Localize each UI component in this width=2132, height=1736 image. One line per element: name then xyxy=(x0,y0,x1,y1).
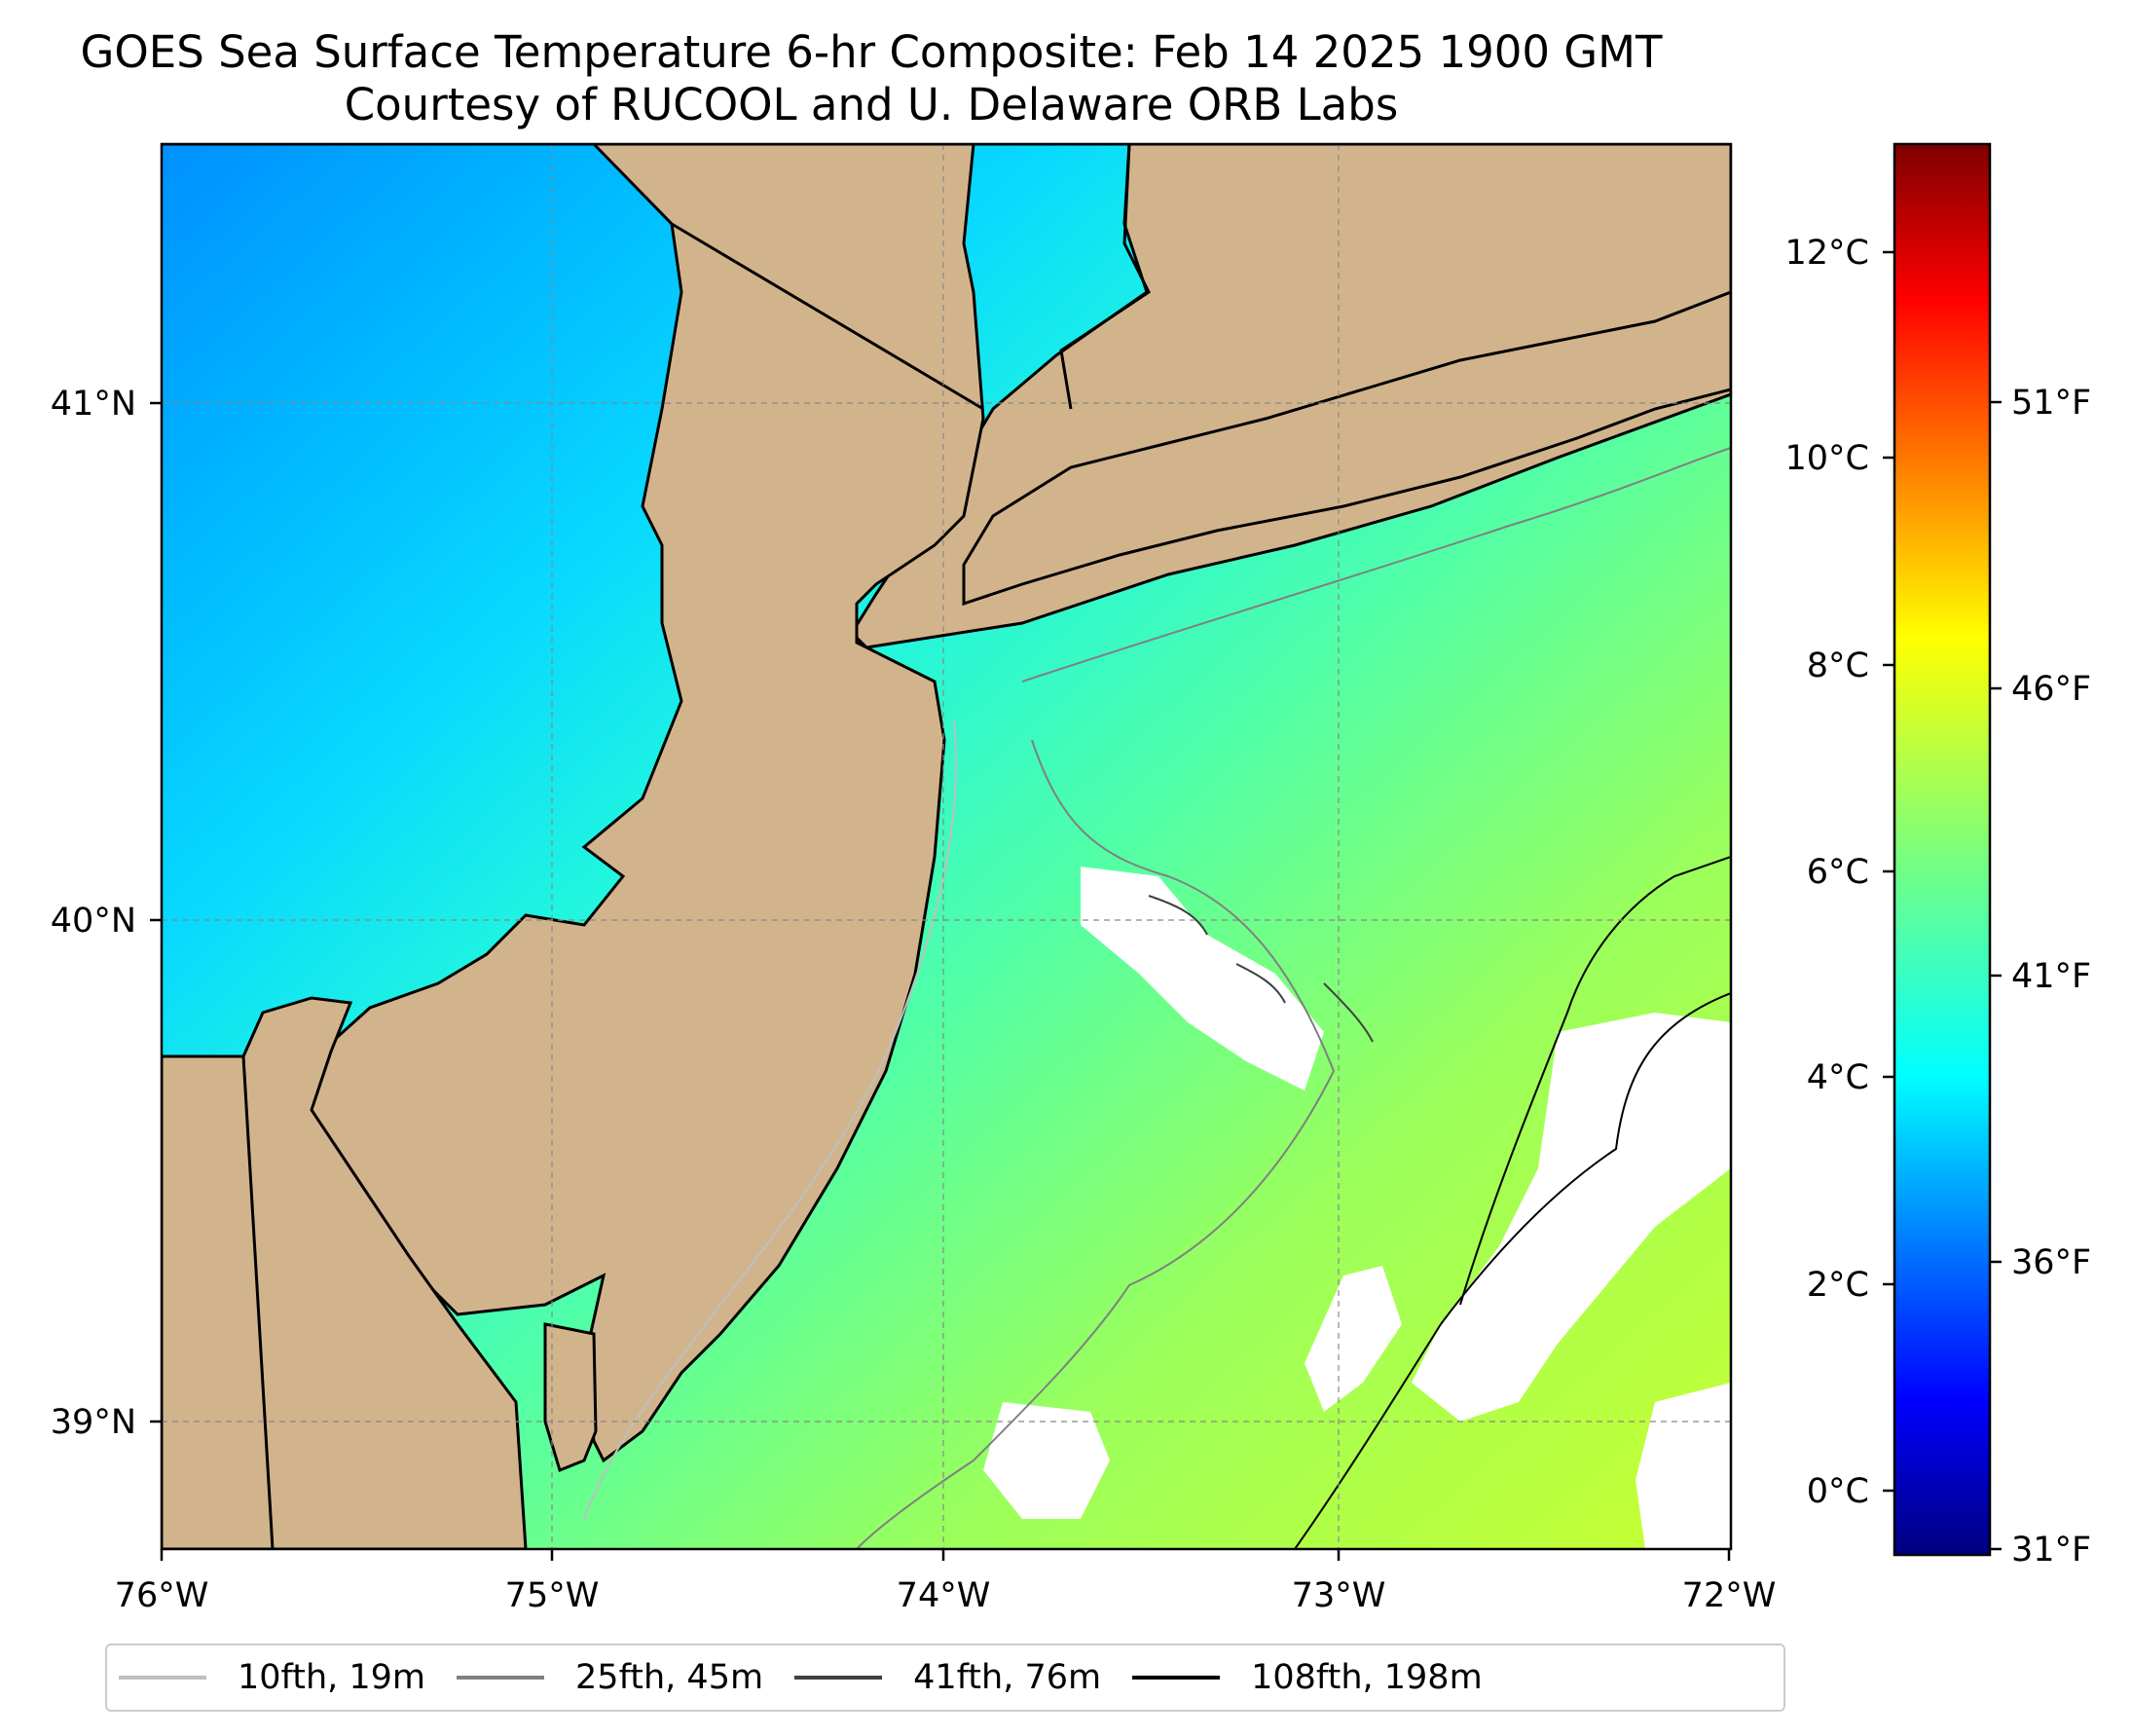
contour-25fth-north xyxy=(1021,447,1731,683)
legend-item: 10fth, 19m xyxy=(119,1658,425,1697)
grid-lines xyxy=(162,144,1731,1549)
colorbar-celsius-tick: 6°C xyxy=(1807,853,1869,892)
contour-108fth xyxy=(1294,992,1731,1549)
legend-swatch xyxy=(794,1676,883,1680)
map-frame xyxy=(160,142,1733,1551)
colorbar-celsius-tick: 0°C xyxy=(1807,1472,1869,1511)
legend-label: 10fth, 19m xyxy=(238,1658,426,1697)
legend-label: 108fth, 198m xyxy=(1251,1658,1483,1697)
colorbar-fahrenheit-tick: 31°F xyxy=(2011,1531,2091,1570)
legend-swatch xyxy=(1132,1676,1221,1680)
chart-subtitle: Courtesy of RUCOOL and U. Delaware ORB L… xyxy=(344,79,1399,130)
colorbar-celsius-tick: 2°C xyxy=(1807,1266,1869,1305)
colorbar-celsius-tick: 8°C xyxy=(1807,646,1869,685)
x-tick-label: 75°W xyxy=(505,1576,600,1615)
legend-swatch xyxy=(119,1676,206,1680)
y-tick-label: 40°N xyxy=(51,902,136,941)
state-border xyxy=(1059,144,1151,410)
state-border xyxy=(671,222,984,411)
legend-swatch xyxy=(457,1676,545,1680)
colorbar-celsius-tick: 4°C xyxy=(1807,1058,1869,1097)
x-tick-label: 76°W xyxy=(115,1576,209,1615)
y-tick-label: 39°N xyxy=(51,1403,136,1442)
contour-108fth-north xyxy=(1459,856,1731,1306)
colorbar xyxy=(1893,142,1992,1557)
no-data-patch xyxy=(1305,1266,1402,1412)
state-border xyxy=(162,1054,275,1549)
legend-item: 41fth, 76m xyxy=(794,1658,1101,1697)
x-tick-label: 73°W xyxy=(1292,1576,1386,1615)
no-data-patch xyxy=(1636,1383,1731,1549)
colorbar-fahrenheit-tick: 36°F xyxy=(2011,1243,2091,1282)
land-long-island xyxy=(962,290,1731,607)
legend-label: 41fth, 76m xyxy=(913,1658,1102,1697)
colorbar-fahrenheit-tick: 51°F xyxy=(2011,384,2091,423)
contour-25fth xyxy=(856,739,1336,1549)
no-data-patch xyxy=(1412,1013,1731,1422)
land-new-jersey xyxy=(162,144,985,1463)
chart-title: GOES Sea Surface Temperature 6-hr Compos… xyxy=(80,26,1663,78)
y-tick-label: 41°N xyxy=(51,385,136,424)
legend: 10fth, 19m 25fth, 45m 41fth, 76m 108fth,… xyxy=(105,1644,1785,1712)
colorbar-celsius-tick: 10°C xyxy=(1785,439,1869,478)
no-data-patch xyxy=(983,1402,1110,1519)
no-data-patch xyxy=(1081,867,1324,1090)
colorbar-celsius-tick: 12°C xyxy=(1785,234,1869,273)
legend-item: 108fth, 198m xyxy=(1132,1658,1483,1697)
colorbar-fahrenheit-tick: 46°F xyxy=(2011,670,2091,709)
colorbar-fahrenheit-tick: 41°F xyxy=(2011,957,2091,996)
land-cape-may xyxy=(543,1322,598,1473)
legend-label: 25fth, 45m xyxy=(575,1658,764,1697)
contour-41fth xyxy=(1148,895,1374,1043)
x-tick-label: 74°W xyxy=(897,1576,991,1615)
contour-10fth xyxy=(583,720,957,1520)
x-tick-label: 72°W xyxy=(1682,1576,1777,1615)
legend-item: 25fth, 45m xyxy=(457,1658,763,1697)
land-delaware xyxy=(162,996,528,1549)
